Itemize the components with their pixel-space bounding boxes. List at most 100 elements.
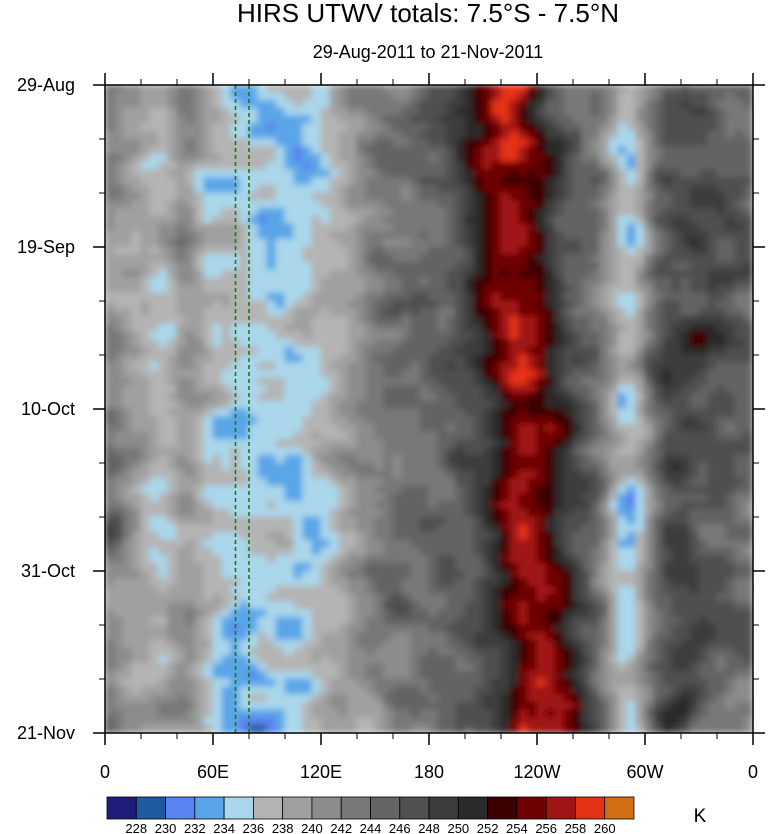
heatmap-cell bbox=[410, 377, 421, 387]
heatmap-cell bbox=[419, 161, 430, 171]
heatmap-cell bbox=[491, 531, 502, 541]
heatmap-cell bbox=[329, 130, 340, 140]
heatmap-cell bbox=[329, 516, 340, 526]
heatmap-cell bbox=[428, 223, 439, 233]
heatmap-cell bbox=[338, 231, 349, 240]
heatmap-cell bbox=[311, 501, 322, 510]
heatmap-cell bbox=[311, 377, 322, 387]
heatmap-cell bbox=[617, 377, 628, 387]
heatmap-cell bbox=[302, 323, 313, 333]
heatmap-cell bbox=[464, 570, 475, 580]
heatmap-cell bbox=[698, 192, 709, 202]
heatmap-cell bbox=[599, 531, 610, 541]
heatmap-cell bbox=[203, 308, 214, 317]
heatmap-cell bbox=[239, 501, 250, 510]
heatmap-cell bbox=[617, 107, 628, 117]
heatmap-cell bbox=[734, 153, 745, 163]
heatmap-cell bbox=[455, 539, 466, 549]
heatmap-cell bbox=[311, 362, 322, 371]
heatmap-cell bbox=[473, 207, 484, 217]
heatmap-cell bbox=[105, 92, 115, 101]
heatmap-cell bbox=[149, 238, 160, 248]
heatmap-cell bbox=[248, 254, 259, 263]
heatmap-cell bbox=[563, 539, 574, 549]
heatmap-cell bbox=[284, 200, 295, 209]
heatmap-cell bbox=[644, 261, 655, 271]
heatmap-cell bbox=[698, 99, 709, 109]
heatmap-cell bbox=[105, 292, 115, 302]
heatmap-cell bbox=[158, 146, 169, 155]
heatmap-cell bbox=[437, 223, 448, 233]
heatmap-cell bbox=[617, 285, 628, 294]
heatmap-cell bbox=[105, 285, 115, 294]
heatmap-cell bbox=[653, 254, 664, 263]
heatmap-cell bbox=[212, 516, 223, 526]
heatmap-cell bbox=[158, 531, 169, 541]
heatmap-cell bbox=[581, 177, 592, 186]
heatmap-cell bbox=[401, 231, 412, 240]
heatmap-cell bbox=[509, 177, 520, 186]
heatmap-cell bbox=[122, 385, 133, 395]
heatmap-cell bbox=[689, 447, 700, 456]
heatmap-cell bbox=[617, 331, 628, 341]
heatmap-cell bbox=[149, 485, 160, 495]
heatmap-cell bbox=[500, 508, 511, 518]
heatmap-cell bbox=[536, 562, 547, 572]
heatmap-cell bbox=[491, 416, 502, 425]
heatmap-cell bbox=[644, 85, 655, 94]
heatmap-cell bbox=[473, 231, 484, 240]
heatmap-cell bbox=[113, 377, 124, 387]
heatmap-cell bbox=[707, 470, 718, 479]
heatmap-cell bbox=[329, 369, 340, 379]
heatmap-cell bbox=[554, 547, 565, 557]
heatmap-cell bbox=[554, 578, 565, 587]
heatmap-cell bbox=[167, 254, 178, 263]
heatmap-cell bbox=[302, 539, 313, 549]
heatmap-cell bbox=[689, 130, 700, 140]
heatmap-cell bbox=[131, 231, 142, 240]
heatmap-cell bbox=[545, 107, 556, 117]
heatmap-cell bbox=[356, 493, 367, 503]
heatmap-cell bbox=[500, 130, 511, 140]
heatmap-cell bbox=[563, 570, 574, 580]
heatmap-cell bbox=[374, 485, 385, 495]
heatmap-cell bbox=[437, 238, 448, 248]
heatmap-cell bbox=[689, 470, 700, 479]
heatmap-cell bbox=[491, 578, 502, 587]
heatmap-cell bbox=[662, 377, 673, 387]
heatmap-cell bbox=[716, 439, 727, 449]
heatmap-cell bbox=[707, 346, 718, 356]
heatmap-cell bbox=[158, 578, 169, 587]
heatmap-cell bbox=[725, 570, 736, 580]
heatmap-cell bbox=[455, 308, 466, 317]
heatmap-cell bbox=[491, 331, 502, 341]
heatmap-cell bbox=[563, 524, 574, 533]
heatmap-cell bbox=[671, 292, 682, 302]
heatmap-cell bbox=[113, 269, 124, 279]
heatmap-cell bbox=[662, 400, 673, 410]
heatmap-cell bbox=[419, 261, 430, 271]
heatmap-cell bbox=[105, 462, 115, 472]
heatmap-cell bbox=[203, 223, 214, 233]
heatmap-cell bbox=[158, 601, 169, 611]
heatmap-cell bbox=[428, 501, 439, 510]
heatmap-cell bbox=[293, 601, 304, 611]
heatmap-cell bbox=[302, 339, 313, 348]
heatmap-cell bbox=[176, 184, 187, 194]
heatmap-cell bbox=[113, 454, 124, 464]
heatmap-cell bbox=[698, 470, 709, 479]
heatmap-cell bbox=[365, 177, 376, 186]
heatmap-cell bbox=[105, 246, 115, 256]
heatmap-cell bbox=[419, 123, 430, 132]
heatmap-cell bbox=[491, 146, 502, 155]
heatmap-cell bbox=[383, 385, 394, 395]
heatmap-cell bbox=[392, 516, 403, 526]
heatmap-cell bbox=[617, 223, 628, 233]
heatmap-cell bbox=[248, 177, 259, 186]
heatmap-cell bbox=[518, 254, 529, 263]
heatmap-cell bbox=[410, 169, 421, 179]
heatmap-cell bbox=[140, 462, 151, 472]
heatmap-cell bbox=[347, 377, 358, 387]
heatmap-cell bbox=[671, 323, 682, 333]
heatmap-cell bbox=[446, 477, 457, 487]
